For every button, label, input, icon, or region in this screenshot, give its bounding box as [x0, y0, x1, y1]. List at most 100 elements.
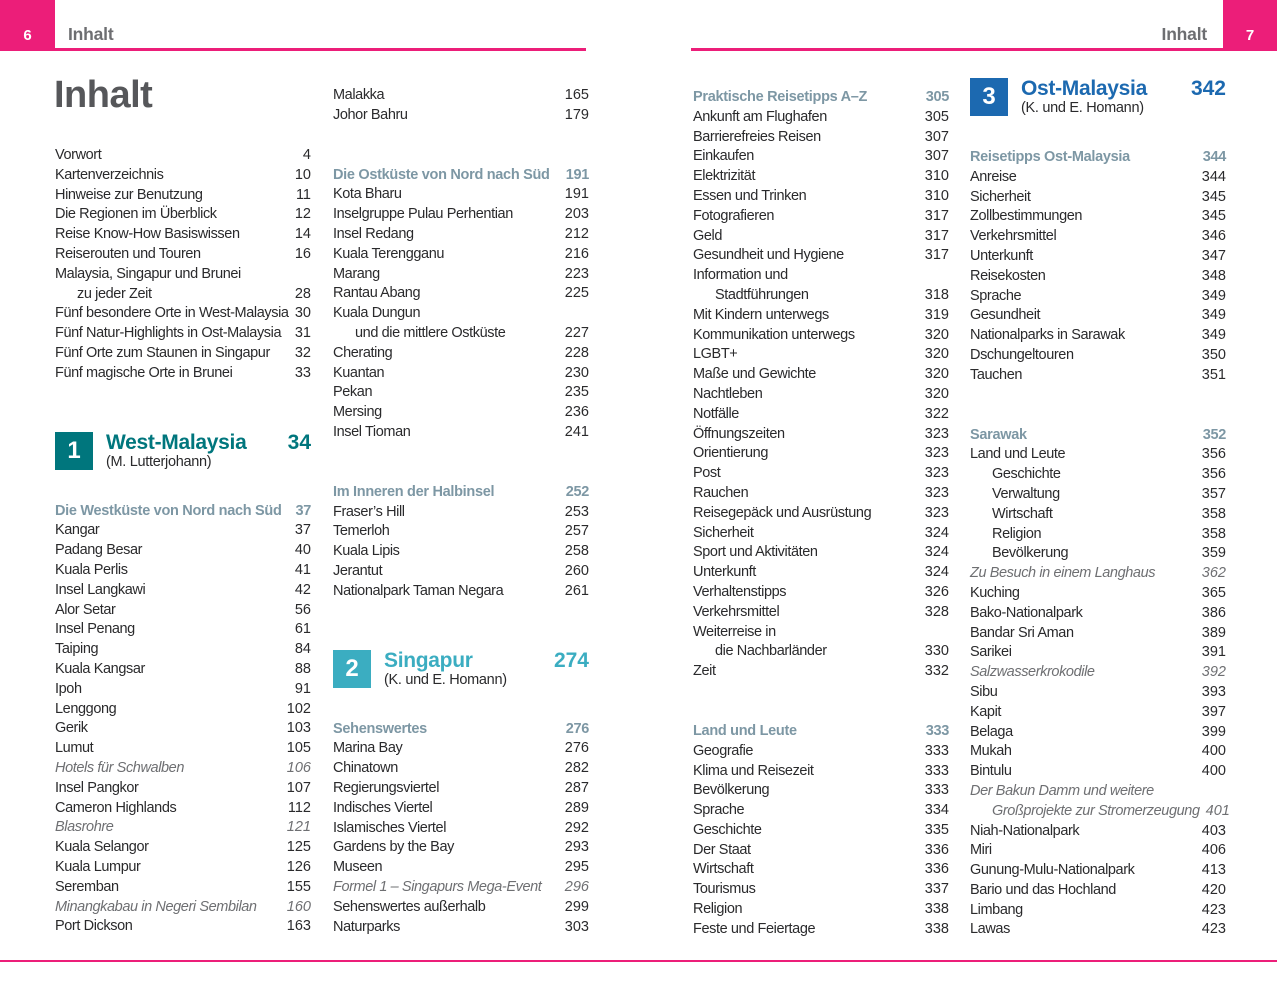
- entry-page: 307: [924, 128, 949, 145]
- subsection-page: 344: [1202, 149, 1227, 165]
- entry-page: 389: [1201, 624, 1226, 641]
- toc-entry: Chinatown 282: [333, 759, 589, 779]
- toc-entry: Geografie 333: [693, 742, 949, 762]
- toc-entry: Kuala Perlis 41: [55, 561, 311, 581]
- toc-entry: Insel Redang 212: [333, 225, 589, 245]
- toc-column-4: 3 Ost-Malaysia (K. und E. Homann) 342 Reiset…: [970, 78, 1230, 940]
- toc-entry: Jerantut 260: [333, 562, 589, 582]
- entry-label: Maße und Gewichte: [693, 366, 816, 383]
- entry-page: 317: [924, 247, 949, 264]
- toc-entry: Taiping 84: [55, 640, 311, 660]
- entry-label: Bintulu: [970, 763, 1012, 780]
- entry-page: 227: [564, 324, 589, 341]
- entry-page: 235: [564, 384, 589, 401]
- entry-page: 330: [924, 643, 949, 660]
- entry-label: die Nachbarländer: [715, 643, 827, 660]
- toc-entry: Mersing 236: [333, 403, 589, 423]
- toc-entry: Sicherheit 324: [693, 524, 949, 544]
- toc-entry: Großprojekte zur Stromerzeugung 401: [970, 802, 1230, 822]
- toc-entry: Gardens by the Bay 293: [333, 838, 589, 858]
- toc-entry: Naturparks 303: [333, 918, 589, 938]
- toc-entry: Kommunikation unterwegs 320: [693, 326, 949, 346]
- entry-page: 359: [1201, 545, 1226, 562]
- toc-entry: Information und: [693, 266, 949, 286]
- entry-label: Orientierung: [693, 445, 768, 462]
- toc-entry: Belaga 399: [970, 723, 1226, 743]
- toc-entry: Kartenverzeichnis 10: [55, 166, 311, 186]
- entry-page: 296: [564, 878, 589, 895]
- entry-label: Verhaltenstipps: [693, 583, 787, 600]
- subsection-page: 191: [565, 166, 590, 183]
- entry-page: 4: [302, 147, 311, 163]
- toc-entry: Nachtleben 320: [693, 385, 949, 405]
- toc-entry: Fünf Orte zum Staunen in Singapur 32: [55, 344, 311, 364]
- entry-label: Minangkabau in Negeri Sembilan: [55, 898, 257, 915]
- chapter-number-box: 2: [333, 649, 371, 688]
- toc-entry: Marang 223: [333, 265, 589, 285]
- toc-subsection-header: Die Ostküste von Nord nach Süd 191: [333, 166, 589, 186]
- entry-page: 334: [924, 802, 949, 819]
- entry-label: Kuala Lipis: [333, 543, 400, 560]
- entry-page: 356: [1201, 446, 1226, 463]
- entry-page: 163: [286, 918, 311, 935]
- toc-entry: Lumut 105: [55, 739, 311, 759]
- entry-page: 310: [924, 187, 949, 204]
- toc-entry: Feste und Feiertage 338: [693, 920, 949, 940]
- entry-label: Malakka: [333, 87, 385, 103]
- toc-entry: Sprache 334: [693, 801, 949, 821]
- entry-label: Belaga: [970, 723, 1013, 740]
- toc-entry-group: Geografie 333 Klima und Reisezeit 333 Bevölk…: [693, 742, 949, 940]
- toc-entry: Insel Penang 61: [55, 620, 311, 640]
- entry-label: Malaysia, Singapur und Brunei: [55, 265, 241, 282]
- entry-page: 289: [564, 799, 589, 816]
- toc-entry: Gesundheit 349: [970, 306, 1226, 326]
- entry-page: 406: [1201, 842, 1226, 859]
- entry-page: 403: [1201, 822, 1226, 839]
- entry-label: Verkehrsmittel: [693, 603, 780, 620]
- toc-entry: Kota Bharu 191: [333, 185, 589, 205]
- chapter-title: Singapur: [384, 648, 473, 672]
- toc-column-3: Praktische Reisetipps A–Z 305 Ankunft am F…: [693, 88, 949, 940]
- entry-label: Bario und das Hochland: [970, 881, 1116, 898]
- entry-label: Reisegepäck und Ausrüstung: [693, 504, 872, 521]
- entry-page: 400: [1201, 763, 1226, 780]
- entry-page: 295: [564, 859, 589, 876]
- toc-column-1: Vorwort 4 Kartenverzeichnis 10 Hinweise zur …: [55, 146, 311, 937]
- toc-entry: Padang Besar 40: [55, 541, 311, 561]
- entry-page: 236: [564, 404, 589, 421]
- entry-label: Ankunft am Flughafen: [693, 108, 827, 125]
- toc-entry: Land und Leute 356: [970, 445, 1226, 465]
- entry-page: 358: [1201, 525, 1226, 542]
- entry-label: LGBT+: [693, 346, 738, 363]
- entry-label: Nationalparks in Sarawak: [970, 327, 1125, 344]
- entry-label: Bandar Sri Aman: [970, 624, 1074, 641]
- entry-label: Geschichte: [693, 821, 762, 838]
- toc-entry: Essen und Trinken 310: [693, 187, 949, 207]
- entry-label: Zu Besuch in einem Langhaus: [970, 565, 1156, 582]
- entry-page: 348: [1201, 267, 1226, 284]
- entry-page: 257: [564, 523, 589, 540]
- entry-label: Bevölkerung: [693, 782, 770, 799]
- toc-entry-group: Fraser’s Hill 253 Temerloh 257 Kuala Lipis 25…: [333, 503, 589, 602]
- toc-entry: Reisegepäck und Ausrüstung 323: [693, 504, 949, 524]
- entry-label: Insel Penang: [55, 621, 135, 638]
- entry-page: 88: [294, 660, 311, 677]
- entry-page: 14: [294, 226, 311, 243]
- entry-label: Mersing: [333, 404, 382, 421]
- entry-page: 332: [924, 663, 949, 680]
- toc-entry: Dschungeltouren 350: [970, 346, 1226, 366]
- entry-label: Tourismus: [693, 881, 756, 898]
- entry-page: 317: [924, 227, 949, 244]
- entry-page: 84: [294, 641, 311, 658]
- toc-entry: Post 323: [693, 464, 949, 484]
- entry-page: 293: [564, 839, 589, 856]
- toc-entry: Geschichte 335: [693, 821, 949, 841]
- entry-page: 349: [1201, 307, 1226, 324]
- entry-page: 362: [1201, 565, 1226, 582]
- toc-entry: und die mittlere Ostküste 227: [333, 324, 589, 344]
- toc-entry: Tauchen 351: [970, 366, 1226, 386]
- entry-page: 216: [564, 245, 589, 262]
- entry-page: 30: [294, 305, 311, 322]
- entry-label: Fünf Orte zum Staunen in Singapur: [55, 344, 270, 361]
- entry-label: Cameron Highlands: [55, 799, 177, 816]
